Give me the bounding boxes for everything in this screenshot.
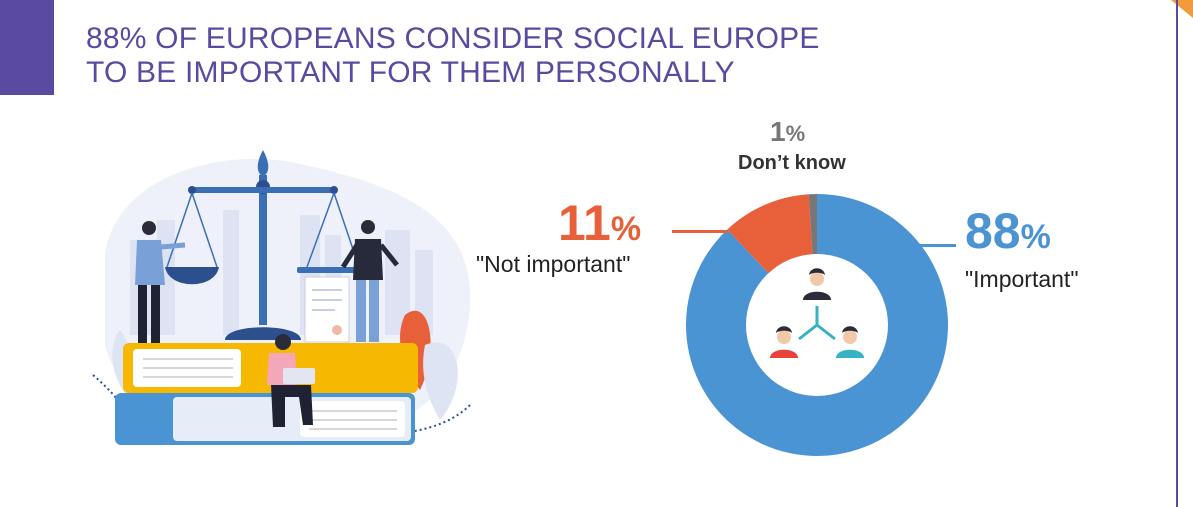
not-important-number: 11 — [558, 195, 611, 251]
page-title: 88% OF EUROPEANS CONSIDER SOCIAL EUROPE … — [86, 22, 826, 90]
not-important-leader-line — [672, 230, 728, 233]
justice-scale-illustration — [92, 150, 471, 445]
important-leader-line — [920, 244, 956, 247]
accent-bar — [0, 0, 54, 95]
donut-chart — [686, 194, 948, 456]
important-percent-sign: % — [1020, 218, 1051, 256]
not-important-label: "Not important" — [476, 251, 631, 277]
people-network-icon — [770, 268, 864, 358]
title-line-2: TO BE IMPORTANT FOR THEM PERSONALLY — [86, 56, 735, 89]
dont-know-label: Don’t know — [738, 152, 846, 174]
title-line-1: 88% OF EUROPEANS CONSIDER SOCIAL EUROPE — [86, 22, 820, 55]
important-value: 88% — [965, 206, 1051, 256]
not-important-percent-sign: % — [610, 210, 642, 248]
important-number: 88 — [965, 203, 1021, 259]
corner-frame — [1171, 0, 1193, 507]
dont-know-value: 1% — [770, 118, 805, 146]
dont-know-number: 1 — [770, 116, 786, 147]
dont-know-percent-sign: % — [785, 121, 806, 146]
important-label: "Important" — [965, 266, 1079, 292]
not-important-value: 11% — [558, 198, 641, 248]
